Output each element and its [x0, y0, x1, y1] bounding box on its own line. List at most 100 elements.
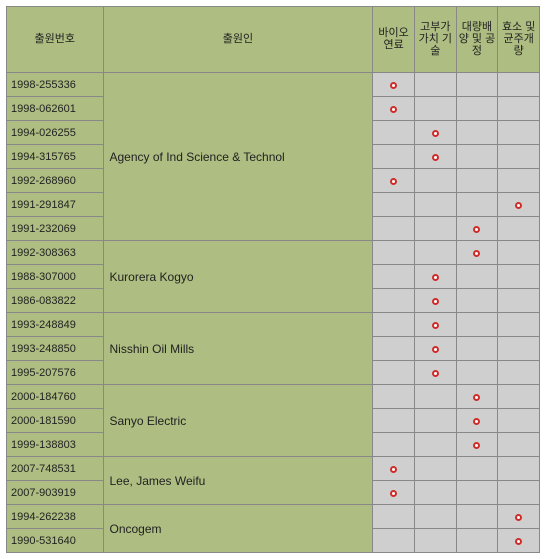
mark-icon	[432, 370, 439, 377]
category-cell	[456, 409, 498, 433]
table-row: 1994-262238Oncogem	[7, 505, 540, 529]
table-body: 1998-255336Agency of Ind Science & Techn…	[7, 73, 540, 553]
appno-cell: 1998-255336	[7, 73, 104, 97]
category-cell	[456, 337, 498, 361]
category-cell	[414, 433, 456, 457]
category-cell	[414, 193, 456, 217]
appno-cell: 1994-315765	[7, 145, 104, 169]
category-cell	[414, 529, 456, 553]
category-cell	[456, 457, 498, 481]
applicant-cell: Nisshin Oil Mills	[103, 313, 373, 385]
category-cell	[498, 97, 540, 121]
table-row: 1998-255336Agency of Ind Science & Techn…	[7, 73, 540, 97]
category-cell	[414, 337, 456, 361]
mark-icon	[432, 346, 439, 353]
category-cell	[414, 457, 456, 481]
category-cell	[498, 121, 540, 145]
category-cell	[456, 433, 498, 457]
mark-icon	[432, 154, 439, 161]
category-cell	[414, 169, 456, 193]
appno-cell: 1988-307000	[7, 265, 104, 289]
category-cell	[456, 241, 498, 265]
appno-cell: 1991-291847	[7, 193, 104, 217]
category-cell	[498, 265, 540, 289]
category-cell	[498, 481, 540, 505]
category-cell	[414, 313, 456, 337]
mark-icon	[390, 490, 397, 497]
mark-icon	[473, 442, 480, 449]
appno-cell: 1999-138803	[7, 433, 104, 457]
table-row: 2007-748531Lee, James Weifu	[7, 457, 540, 481]
header-cat4: 효소 및 균주개 량	[498, 7, 540, 73]
mark-icon	[432, 130, 439, 137]
category-cell	[373, 73, 415, 97]
category-cell	[414, 217, 456, 241]
category-cell	[498, 433, 540, 457]
category-cell	[373, 169, 415, 193]
category-cell	[373, 529, 415, 553]
category-cell	[456, 481, 498, 505]
appno-cell: 1998-062601	[7, 97, 104, 121]
category-cell	[414, 121, 456, 145]
mark-icon	[515, 202, 522, 209]
category-cell	[456, 313, 498, 337]
category-cell	[498, 289, 540, 313]
category-cell	[373, 193, 415, 217]
mark-icon	[390, 106, 397, 113]
category-cell	[373, 241, 415, 265]
appno-cell: 1986-083822	[7, 289, 104, 313]
header-appno: 출원번호	[7, 7, 104, 73]
category-cell	[456, 73, 498, 97]
appno-cell: 2007-903919	[7, 481, 104, 505]
category-cell	[456, 505, 498, 529]
category-cell	[373, 289, 415, 313]
category-cell	[456, 145, 498, 169]
category-cell	[373, 385, 415, 409]
category-cell	[498, 457, 540, 481]
category-cell	[498, 385, 540, 409]
category-cell	[414, 505, 456, 529]
category-cell	[498, 361, 540, 385]
category-cell	[498, 217, 540, 241]
appno-cell: 1994-026255	[7, 121, 104, 145]
appno-cell: 2007-748531	[7, 457, 104, 481]
mark-icon	[473, 250, 480, 257]
applicant-cell: Agency of Ind Science & Technol	[103, 73, 373, 241]
applicant-cell: Sanyo Electric	[103, 385, 373, 457]
mark-icon	[473, 418, 480, 425]
appno-cell: 1992-308363	[7, 241, 104, 265]
mark-icon	[515, 514, 522, 521]
category-cell	[373, 457, 415, 481]
appno-cell: 1993-248849	[7, 313, 104, 337]
appno-cell: 1994-262238	[7, 505, 104, 529]
category-cell	[498, 313, 540, 337]
category-cell	[373, 145, 415, 169]
category-cell	[373, 265, 415, 289]
mark-icon	[515, 538, 522, 545]
appno-cell: 1991-232069	[7, 217, 104, 241]
category-cell	[456, 529, 498, 553]
category-cell	[498, 241, 540, 265]
category-cell	[498, 505, 540, 529]
category-cell	[373, 337, 415, 361]
category-cell	[456, 169, 498, 193]
category-cell	[414, 265, 456, 289]
category-cell	[456, 289, 498, 313]
header-cat2: 고부가 가치 기술	[414, 7, 456, 73]
category-cell	[414, 241, 456, 265]
mark-icon	[473, 226, 480, 233]
category-cell	[498, 337, 540, 361]
category-cell	[414, 361, 456, 385]
table-row: 2000-184760Sanyo Electric	[7, 385, 540, 409]
category-cell	[498, 145, 540, 169]
appno-cell: 1990-531640	[7, 529, 104, 553]
category-cell	[373, 313, 415, 337]
appno-cell: 1992-268960	[7, 169, 104, 193]
category-cell	[456, 121, 498, 145]
applicant-cell: Kurorera Kogyo	[103, 241, 373, 313]
applicant-cell: Lee, James Weifu	[103, 457, 373, 505]
category-cell	[456, 265, 498, 289]
table-row: 1992-308363Kurorera Kogyo	[7, 241, 540, 265]
category-cell	[414, 289, 456, 313]
header-applicant: 출원인	[103, 7, 373, 73]
